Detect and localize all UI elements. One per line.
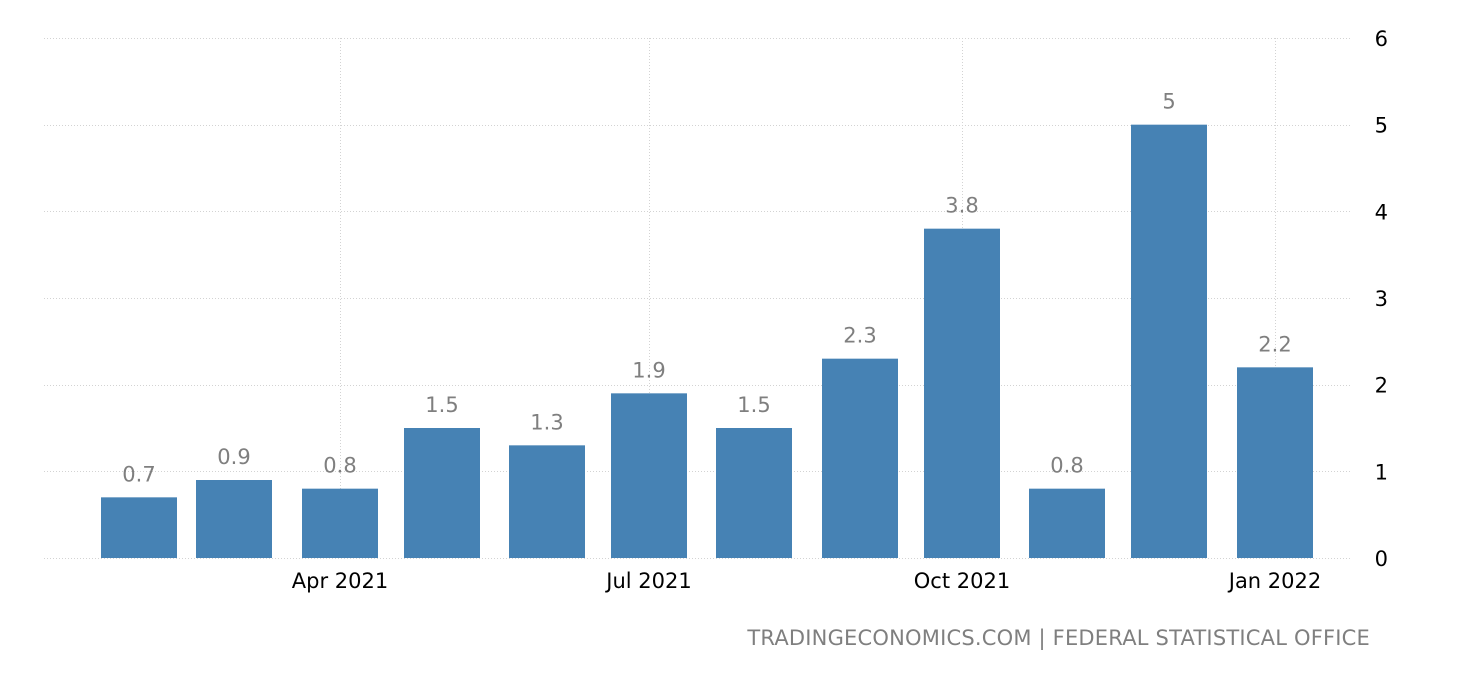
bar — [1029, 488, 1105, 558]
data-label: 1.5 — [425, 393, 458, 417]
y-tick-label: 4 — [1375, 200, 1388, 224]
bar — [302, 488, 378, 558]
data-label: 0.8 — [323, 454, 356, 478]
data-label: 2.2 — [1258, 332, 1291, 356]
x-tick-label: Jan 2022 — [1227, 569, 1322, 593]
bar — [101, 497, 177, 558]
data-label: 0.7 — [122, 462, 155, 486]
data-label: 0.9 — [217, 445, 250, 469]
data-label: 2.3 — [843, 324, 876, 348]
y-tick-label: 0 — [1375, 547, 1388, 571]
bar — [716, 428, 792, 558]
bar — [611, 393, 687, 558]
y-tick-label: 1 — [1375, 460, 1388, 484]
data-label: 3.8 — [945, 194, 978, 218]
y-tick-label: 6 — [1375, 27, 1388, 51]
y-tick-label: 3 — [1375, 287, 1388, 311]
x-tick-label: Apr 2021 — [292, 569, 388, 593]
data-label: 1.9 — [632, 358, 665, 382]
bar — [1237, 367, 1313, 558]
x-tick-label: Jul 2021 — [604, 569, 691, 593]
data-label: 5 — [1162, 90, 1175, 114]
data-label: 1.3 — [530, 410, 563, 434]
x-axis: Apr 2021 Jul 2021 Oct 2021 Jan 2022 — [292, 569, 1321, 593]
bar — [196, 480, 272, 558]
source-attribution: TRADINGECONOMICS.COM | FEDERAL STATISTIC… — [747, 626, 1370, 650]
bar — [924, 228, 1000, 558]
x-tick-label: Oct 2021 — [914, 569, 1010, 593]
bar — [404, 428, 480, 558]
bars — [101, 124, 1313, 559]
bar — [1131, 124, 1207, 559]
bar — [509, 445, 585, 558]
y-tick-label: 2 — [1375, 374, 1388, 398]
bar — [822, 358, 898, 558]
data-labels: 0.7 0.9 0.8 1.5 1.3 1.9 1.5 2.3 3.8 0.8 5 2.2 — [122, 90, 1291, 487]
y-axis: 0 1 2 3 4 5 6 — [1375, 27, 1388, 571]
data-label: 1.5 — [737, 393, 770, 417]
y-tick-label: 5 — [1375, 114, 1388, 138]
data-label: 0.8 — [1050, 454, 1083, 478]
